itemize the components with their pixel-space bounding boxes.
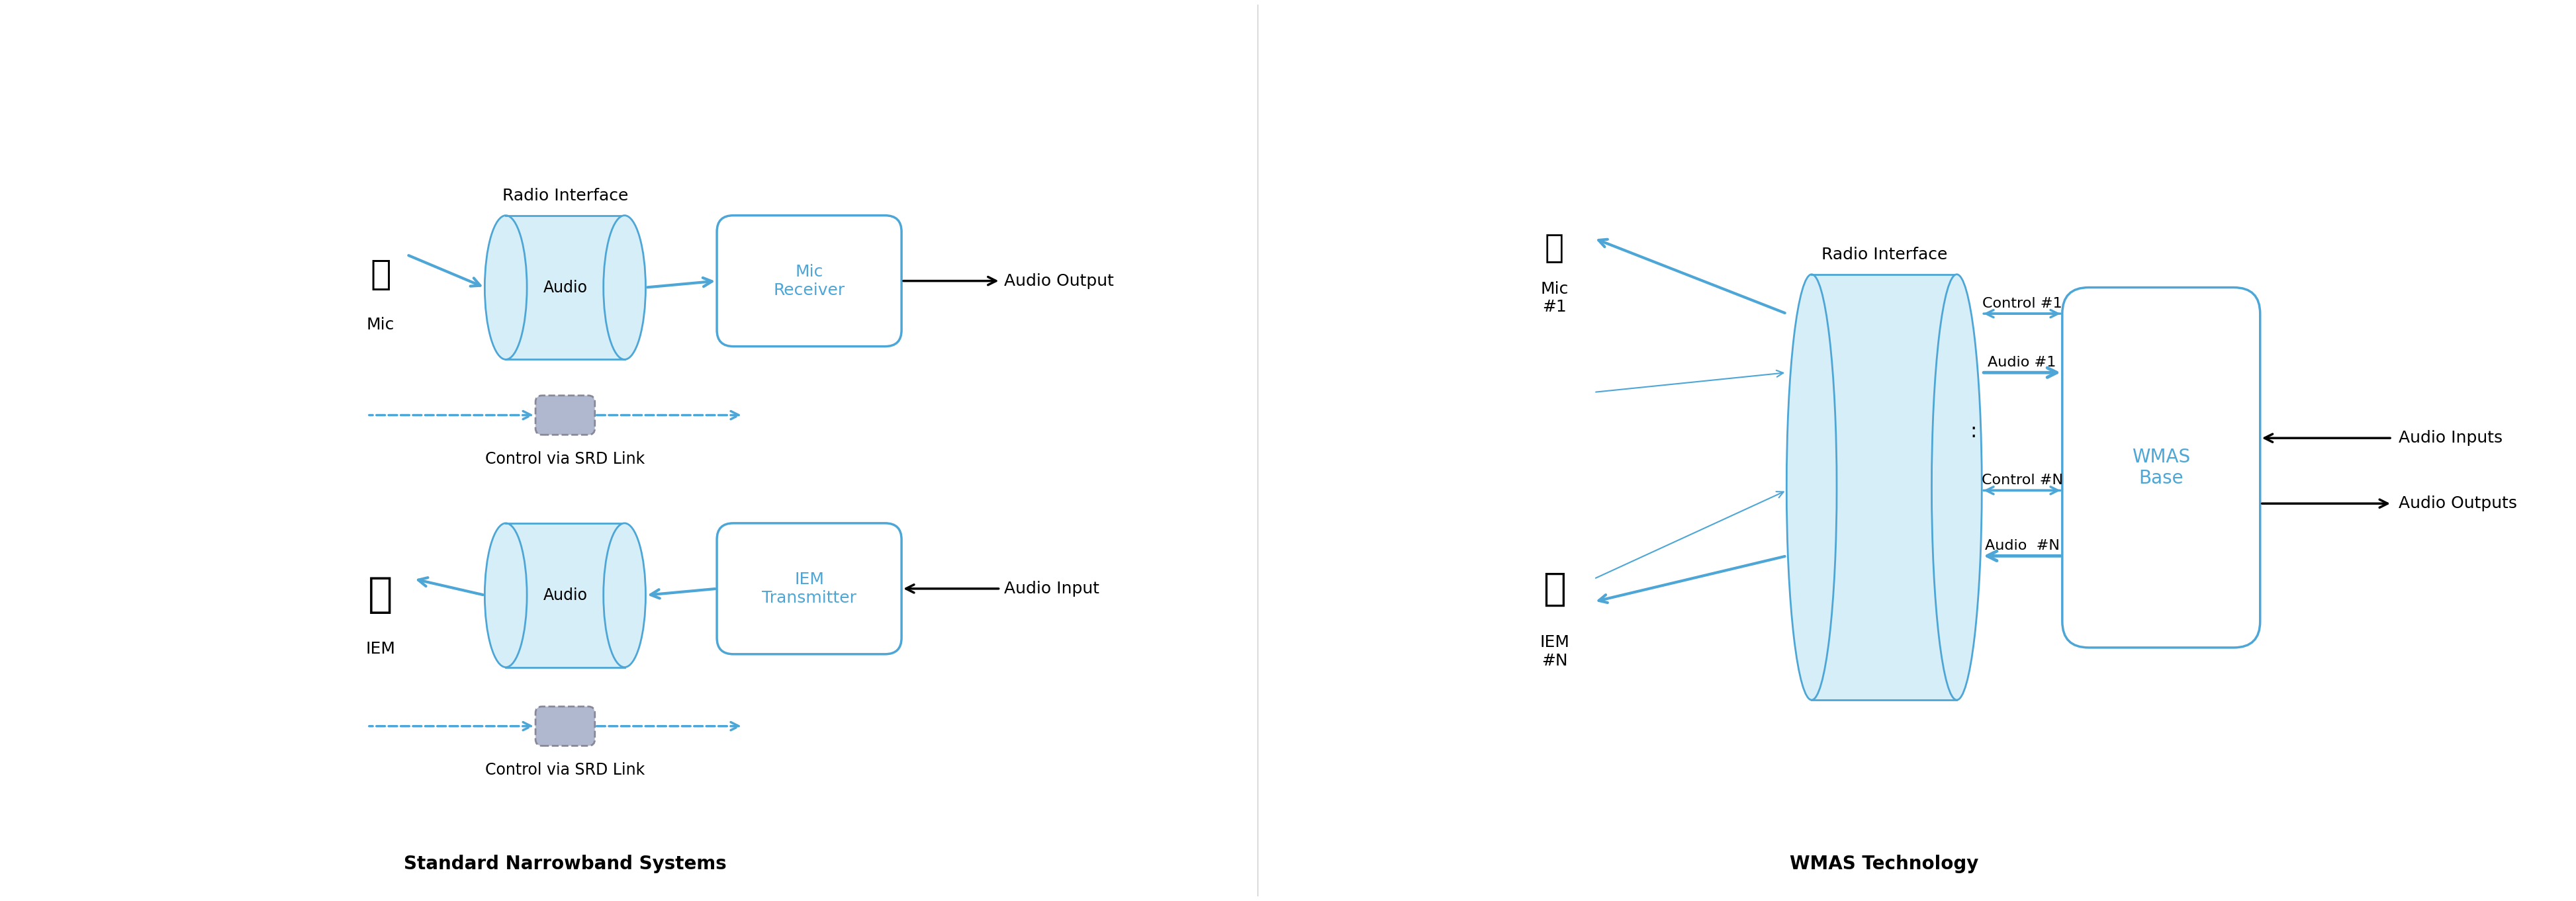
Text: Audio Input: Audio Input [1005,581,1100,596]
Text: Control via SRD Link: Control via SRD Link [484,762,644,778]
Text: IEM: IEM [366,641,394,657]
Text: Mic
Receiver: Mic Receiver [773,264,845,298]
FancyBboxPatch shape [505,215,623,359]
Ellipse shape [484,215,528,359]
Text: Audio Inputs: Audio Inputs [2398,430,2504,446]
FancyBboxPatch shape [2063,287,2259,648]
FancyBboxPatch shape [536,706,595,746]
Text: Audio Output: Audio Output [1005,273,1113,289]
Text: Control #N: Control #N [1981,474,2063,487]
Ellipse shape [1788,275,1837,700]
Text: Audio  #N: Audio #N [1984,540,2058,552]
Text: 🎧: 🎧 [1543,569,1566,607]
Text: Audio: Audio [544,587,587,603]
Text: IEM
Transmitter: IEM Transmitter [762,571,858,605]
Ellipse shape [603,523,647,668]
Text: Audio Outputs: Audio Outputs [2398,496,2517,512]
Text: IEM
#N: IEM #N [1540,634,1569,669]
Ellipse shape [603,215,647,359]
Text: WMAS
Base: WMAS Base [2133,448,2190,487]
Text: Audio: Audio [544,279,587,296]
Text: Mic
#1: Mic #1 [1540,281,1569,315]
Text: Radio Interface: Radio Interface [502,187,629,204]
Ellipse shape [484,523,528,668]
Text: 🎤: 🎤 [371,257,392,292]
Text: WMAS Technology: WMAS Technology [1790,854,1978,873]
Ellipse shape [1932,275,1981,700]
Text: Control via SRD Link: Control via SRD Link [484,451,644,467]
FancyBboxPatch shape [536,396,595,435]
Text: Mic: Mic [366,317,394,332]
Text: Control #1: Control #1 [1981,297,2061,310]
Text: 🎧: 🎧 [368,576,394,615]
Text: Audio #1: Audio #1 [1989,356,2056,369]
Text: Radio Interface: Radio Interface [1821,247,1947,262]
Text: 🎤: 🎤 [1546,232,1564,264]
FancyBboxPatch shape [716,215,902,346]
FancyBboxPatch shape [716,523,902,654]
FancyBboxPatch shape [505,523,623,668]
Text: :: : [1971,422,1976,441]
Text: Standard Narrowband Systems: Standard Narrowband Systems [404,854,726,873]
FancyBboxPatch shape [1811,275,1958,700]
